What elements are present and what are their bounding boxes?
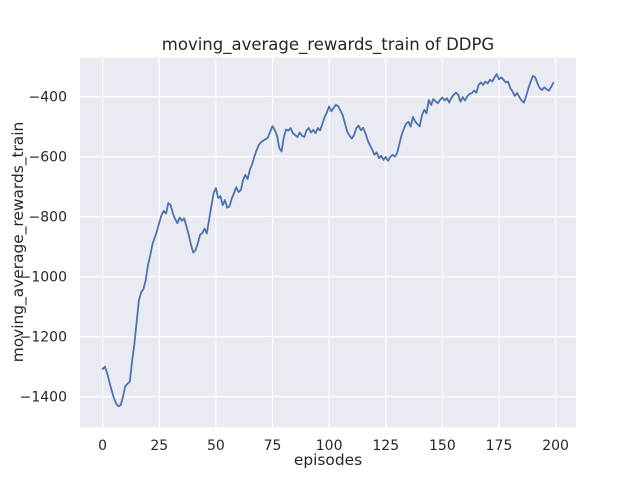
x-tick-label: 175 [486,438,513,454]
y-tick-label: −600 [29,150,67,166]
x-tick-labels: 0 25 50 75 100 125 150 175 200 [98,438,569,454]
y-tick-label: −1400 [20,390,67,406]
y-tick-labels: −1400 −1200 −1000 −800 −600 −400 [20,90,67,406]
x-tick-label: 200 [542,438,569,454]
x-tick-label: 100 [316,438,343,454]
chart-title: moving_average_rewards_train of DDPG [162,35,494,55]
y-tick-label: −1000 [20,270,67,286]
plot-area [80,57,576,428]
y-tick-label: −800 [29,210,67,226]
gridlines [80,57,576,428]
x-tick-label: 0 [98,438,107,454]
y-tick-label: −400 [29,90,67,106]
y-tick-label: −1200 [20,330,67,346]
x-tick-label: 50 [207,438,225,454]
series-line [101,73,555,408]
x-axis-label: episodes [294,451,362,469]
x-tick-label: 75 [264,438,282,454]
x-tick-label: 125 [372,438,399,454]
x-tick-label: 150 [429,438,456,454]
y-axis-label: moving_average_rewards_train [9,122,28,363]
x-tick-label: 25 [150,438,168,454]
